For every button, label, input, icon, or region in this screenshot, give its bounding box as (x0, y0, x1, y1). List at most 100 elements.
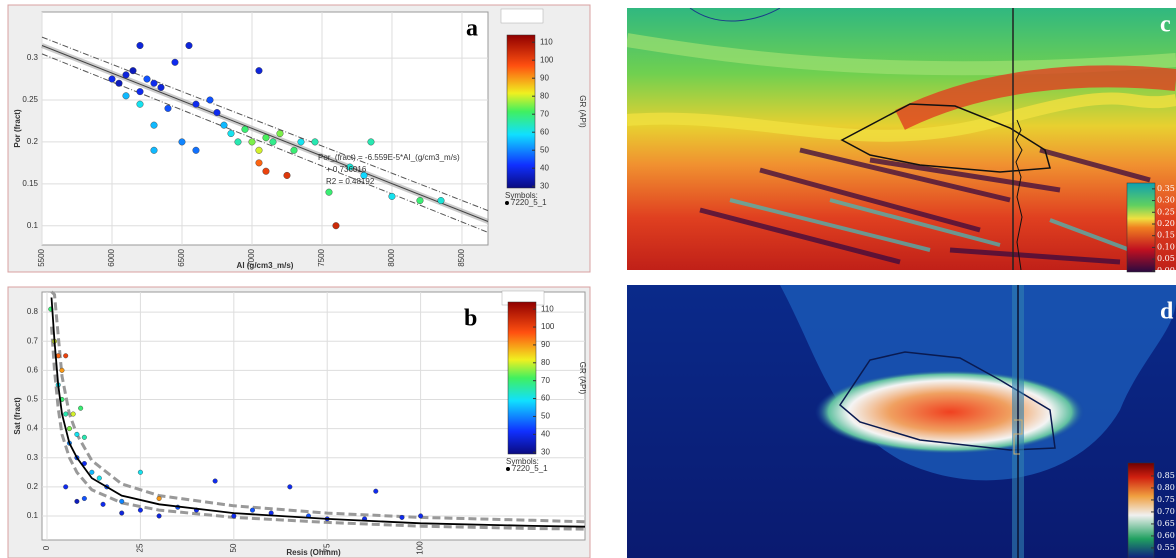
data-point (143, 75, 151, 83)
data-point (234, 138, 242, 146)
panel-letter: c (1160, 12, 1171, 38)
y-tick-label: 0.1 (27, 511, 39, 520)
x-tick-label: 75 (322, 543, 331, 552)
data-point (96, 475, 102, 481)
data-point (171, 58, 179, 66)
data-point (122, 71, 130, 79)
colorbar-tick-label: 60 (541, 394, 550, 403)
data-point (63, 484, 69, 490)
data-point (290, 146, 298, 154)
colorbar-tick-label: 0.10 (1157, 242, 1175, 251)
data-point (418, 513, 424, 519)
y-axis-label: Sat (fract) (13, 397, 22, 435)
legend-marker (506, 467, 510, 471)
legend-symbols-title: Symbols: (506, 457, 539, 466)
panel-letter: d (1160, 299, 1174, 325)
data-point (115, 79, 123, 87)
data-point (220, 121, 228, 129)
data-point (74, 498, 80, 504)
data-point (157, 83, 165, 91)
panel-letter: b (464, 306, 477, 332)
data-point (231, 513, 237, 519)
colorbar-tick-label: 70 (541, 376, 550, 385)
colorbar (1127, 462, 1155, 558)
colorbar-tick-label: 30 (541, 447, 550, 456)
data-point (178, 138, 186, 146)
envelope-line (50, 290, 586, 524)
data-point (437, 197, 445, 205)
data-point (100, 501, 106, 507)
x-axis-label: Resis (Ohmm) (286, 548, 341, 557)
x-tick-label: 8000 (387, 248, 396, 266)
colorbar-label: GR (API) (578, 362, 587, 395)
data-point (311, 138, 319, 146)
colorbar-tick-label: 0.75 (1157, 495, 1175, 504)
data-point (70, 411, 76, 417)
data-point (81, 434, 87, 440)
colorbar-tick-label: 100 (541, 322, 555, 331)
data-point (297, 138, 305, 146)
data-point (129, 67, 137, 75)
data-point (66, 426, 72, 432)
data-point (276, 130, 284, 138)
confidence-line (41, 36, 489, 212)
x-tick-label: 6000 (107, 248, 116, 266)
regression-annotation: Por_(fract) = -6.559E-5*AI_(g/cm3_m/s) (318, 153, 460, 162)
colorbar-tick-label: 0.60 (1157, 531, 1175, 540)
data-point (206, 96, 214, 104)
colorbar-tick-label: 50 (541, 412, 550, 421)
y-tick-label: 0.3 (27, 453, 39, 462)
data-point (63, 411, 69, 417)
data-point (63, 353, 69, 359)
data-point (150, 146, 158, 154)
y-tick-label: 0.5 (27, 395, 39, 404)
y-tick-label: 0.2 (27, 482, 39, 491)
plot-area (41, 11, 489, 246)
data-point (136, 42, 144, 50)
data-point (156, 495, 162, 501)
x-tick-label: 5500 (37, 248, 46, 266)
colorbar-tick-label: 0.85 (1157, 471, 1175, 480)
data-point (213, 109, 221, 117)
seismic-porosity-image (627, 8, 1176, 270)
legend-entry: 7220_5_1 (511, 198, 547, 207)
colorbar-tick-label: 80 (540, 91, 549, 100)
data-point (283, 171, 291, 179)
y-tick-label: 0.25 (22, 95, 38, 104)
data-point (81, 495, 87, 501)
x-tick-label: 0 (42, 545, 51, 550)
regression-annotation: + 0.736016 (326, 165, 367, 174)
colorbar (507, 301, 537, 455)
data-point (192, 146, 200, 154)
data-point (388, 192, 396, 200)
data-point (262, 167, 270, 175)
data-point (255, 67, 263, 75)
colorbar-tick-label: 90 (541, 340, 550, 349)
colorbar-tick-label: 0.05 (1157, 254, 1175, 263)
seismic-saturation-image (627, 285, 1176, 558)
data-point (119, 498, 125, 504)
colorbar-label: GR (API) (578, 95, 587, 128)
y-tick-label: 0.6 (27, 365, 39, 374)
y-axis-label: Por (fract) (13, 109, 22, 148)
colorbar-tick-label: 0.55 (1157, 543, 1175, 552)
colorbar-tick-label: 0.30 (1157, 196, 1175, 205)
data-point (150, 121, 158, 129)
data-point (255, 159, 263, 167)
colorbar-toolbar (500, 8, 544, 24)
y-tick-label: 0.1 (27, 221, 39, 230)
data-point (89, 469, 95, 475)
data-point (360, 171, 368, 179)
y-tick-label: 0.8 (27, 307, 39, 316)
colorbar-tick-label: 50 (540, 145, 549, 154)
data-point (416, 197, 424, 205)
data-point (373, 488, 379, 494)
x-tick-label: 6500 (177, 248, 186, 266)
data-point (255, 146, 263, 154)
y-tick-label: 0.4 (27, 424, 39, 433)
colorbar-tick-label: 110 (540, 37, 553, 46)
y-tick-label: 0.3 (27, 53, 39, 62)
data-point (332, 222, 340, 230)
colorbar-tick-label: 0.25 (1157, 207, 1175, 216)
data-point (192, 100, 200, 108)
